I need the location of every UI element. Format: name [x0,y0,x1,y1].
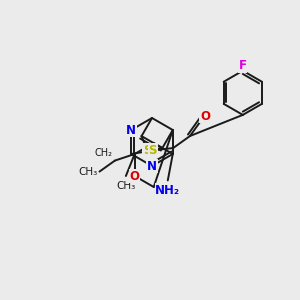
Text: CH₃: CH₃ [78,167,98,177]
Text: N: N [147,160,157,172]
Text: N: N [126,124,136,136]
Text: S: S [143,144,152,157]
Text: O: O [130,169,140,182]
Text: S: S [148,144,157,157]
Text: F: F [239,59,247,72]
Text: NH₂: NH₂ [155,184,180,197]
Text: CH₂: CH₂ [95,148,113,158]
Text: O: O [200,110,210,123]
Text: CH₃: CH₃ [116,181,136,191]
